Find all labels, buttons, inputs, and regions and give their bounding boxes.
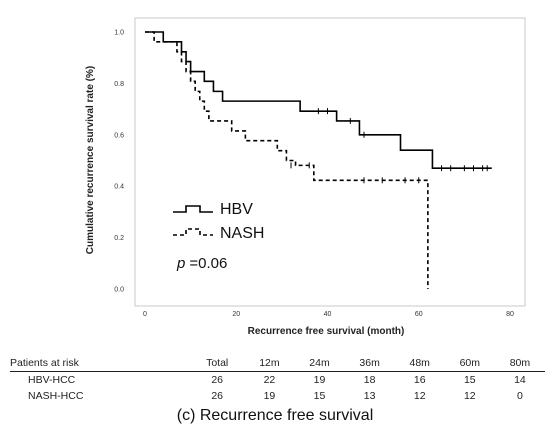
x-tick-label: 60 <box>415 311 423 318</box>
risk-table-header: Patients at risk Total 12m 24m 36m 48m 6… <box>10 355 545 372</box>
risk-cell: 18 <box>363 374 376 386</box>
risk-header-24m: 24m <box>294 355 345 372</box>
x-axis-title: Recurrence free survival (month) <box>248 326 405 337</box>
risk-header-label: Patients at risk <box>10 355 190 372</box>
x-axis-ticks: 0 20 40 60 80 <box>143 311 514 318</box>
y-axis-title: Cumulative recurrence survival rate (%) <box>85 66 96 254</box>
risk-cell: 15 <box>463 374 476 386</box>
risk-cell: 12 <box>463 390 476 402</box>
risk-header-36m: 36m <box>344 355 395 372</box>
p-value-symbol: p <box>176 255 185 272</box>
legend-nash-line <box>173 228 213 236</box>
y-tick-label: 0.0 <box>114 287 124 294</box>
risk-row-nash: NASH-HCC 26 19 15 13 12 12 0 <box>10 388 545 404</box>
patients-at-risk-table: Patients at risk Total 12m 24m 36m 48m 6… <box>10 355 545 404</box>
figure-caption: (c) Recurrence free survival <box>176 407 374 424</box>
y-tick-label: 0.2 <box>114 235 124 242</box>
series-line-nash <box>145 31 429 289</box>
risk-cell: 26 <box>211 390 224 402</box>
risk-header-80m: 80m <box>494 355 545 372</box>
y-tick-label: 1.0 <box>114 30 124 37</box>
risk-header-48m: 48m <box>394 355 445 372</box>
y-tick-label: 0.4 <box>114 184 124 191</box>
risk-cell: 19 <box>263 390 276 402</box>
series-layer <box>145 31 492 289</box>
risk-cell: 26 <box>211 374 224 386</box>
y-axis-ticks: 0.0 0.2 0.4 0.6 0.8 1.0 <box>114 30 124 294</box>
legend-hbv-label: HBV <box>220 201 253 218</box>
risk-cell: 22 <box>263 374 276 386</box>
risk-cell: 14 <box>514 374 526 386</box>
risk-cell: 16 <box>413 374 426 386</box>
risk-cell: 19 <box>313 374 326 386</box>
y-tick-label: 0.6 <box>114 132 124 139</box>
risk-row-label: NASH-HCC <box>28 390 84 402</box>
risk-row-label: HBV-HCC <box>28 374 76 386</box>
legend: HBV NASH <box>173 201 264 242</box>
x-tick-label: 20 <box>232 311 240 318</box>
risk-cell: 15 <box>313 390 326 402</box>
risk-cell: 13 <box>363 390 376 402</box>
risk-header-total: Total <box>189 355 245 372</box>
y-tick-label: 0.8 <box>114 81 124 88</box>
legend-nash-label: NASH <box>220 225 264 242</box>
x-tick-label: 40 <box>324 311 332 318</box>
risk-cell: 12 <box>413 390 426 402</box>
p-value-value: =0.06 <box>189 255 227 272</box>
risk-header-12m: 12m <box>244 355 295 372</box>
series-line-hbv <box>145 31 492 170</box>
risk-header-60m: 60m <box>444 355 495 372</box>
x-tick-label: 0 <box>143 311 147 318</box>
legend-hbv-line <box>173 205 213 213</box>
risk-row-hbv: HBV-HCC 26 22 19 18 16 15 14 <box>10 372 545 389</box>
p-value-annotation: p =0.06 <box>176 255 227 272</box>
x-tick-label: 80 <box>506 311 514 318</box>
plot-area-frame <box>134 17 526 307</box>
km-chart: 0.0 0.2 0.4 0.6 0.8 1.0 0 20 40 60 80 Cumulative … <box>85 17 526 337</box>
risk-cell: 0 <box>517 390 523 402</box>
